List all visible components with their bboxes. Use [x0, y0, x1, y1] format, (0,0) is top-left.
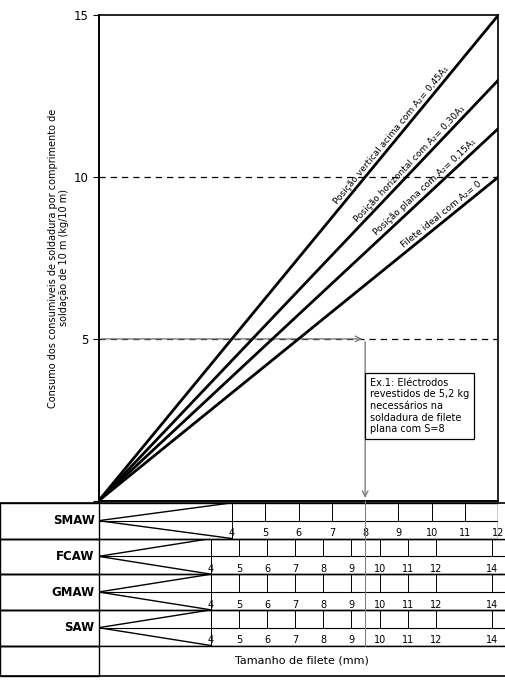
Text: 9: 9 [348, 635, 354, 645]
Text: 8: 8 [320, 635, 326, 645]
Text: 4: 4 [208, 635, 214, 645]
Text: 10: 10 [373, 564, 385, 573]
Text: 6: 6 [295, 528, 301, 538]
Text: 11: 11 [458, 528, 470, 538]
Text: 9: 9 [348, 600, 354, 609]
Text: SMAW: SMAW [53, 514, 94, 527]
Text: 4: 4 [228, 528, 234, 538]
Text: 11: 11 [401, 635, 413, 645]
Text: 4: 4 [208, 600, 214, 609]
Text: Posição plana com A₂= 0,15A₁: Posição plana com A₂= 0,15A₁ [372, 137, 478, 237]
Text: 11: 11 [401, 564, 413, 573]
Text: 7: 7 [291, 600, 298, 609]
Text: Filete ideal com A₂= 0: Filete ideal com A₂= 0 [398, 179, 482, 249]
Text: 5: 5 [235, 635, 242, 645]
Y-axis label: Consumo dos consumiveis de soldadura por comprimento de
soldação de 10 m (kg/10 : Consumo dos consumiveis de soldadura por… [47, 108, 69, 407]
Text: 10: 10 [425, 528, 437, 538]
Text: 7: 7 [328, 528, 334, 538]
Text: 6: 6 [264, 564, 270, 573]
Text: Posição vertical acima com A₂= 0,45A₁: Posição vertical acima com A₂= 0,45A₁ [331, 64, 449, 206]
Text: 5: 5 [235, 564, 242, 573]
Text: 12: 12 [429, 600, 441, 609]
Text: Tamanho de filete (mm): Tamanho de filete (mm) [235, 656, 369, 665]
Text: SAW: SAW [64, 622, 94, 634]
Text: 9: 9 [394, 528, 401, 538]
Text: 8: 8 [320, 600, 326, 609]
Text: 8: 8 [320, 564, 326, 573]
Text: 12: 12 [491, 528, 503, 538]
Text: 8: 8 [362, 528, 368, 538]
Text: 7: 7 [291, 564, 298, 573]
Text: 6: 6 [264, 635, 270, 645]
Text: 11: 11 [401, 600, 413, 609]
Text: 10: 10 [373, 635, 385, 645]
Text: 5: 5 [235, 600, 242, 609]
Text: 4: 4 [208, 564, 214, 573]
Text: 14: 14 [485, 564, 497, 573]
Text: 9: 9 [348, 564, 354, 573]
Text: GMAW: GMAW [52, 586, 94, 598]
Text: 14: 14 [485, 635, 497, 645]
Text: 6: 6 [264, 600, 270, 609]
Text: FCAW: FCAW [56, 550, 94, 563]
Text: Posição horizontal com A₂= 0,30A₁: Posição horizontal com A₂= 0,30A₁ [351, 104, 466, 224]
Text: 10: 10 [373, 600, 385, 609]
Text: 14: 14 [485, 600, 497, 609]
Text: 12: 12 [429, 635, 441, 645]
Text: 12: 12 [429, 564, 441, 573]
Text: Ex.1: Eléctrodos
revestidos de 5,2 kg
necessários na
soldadura de filete
plana c: Ex.1: Eléctrodos revestidos de 5,2 kg ne… [370, 378, 469, 434]
Text: 5: 5 [262, 528, 268, 538]
Text: 7: 7 [291, 635, 298, 645]
